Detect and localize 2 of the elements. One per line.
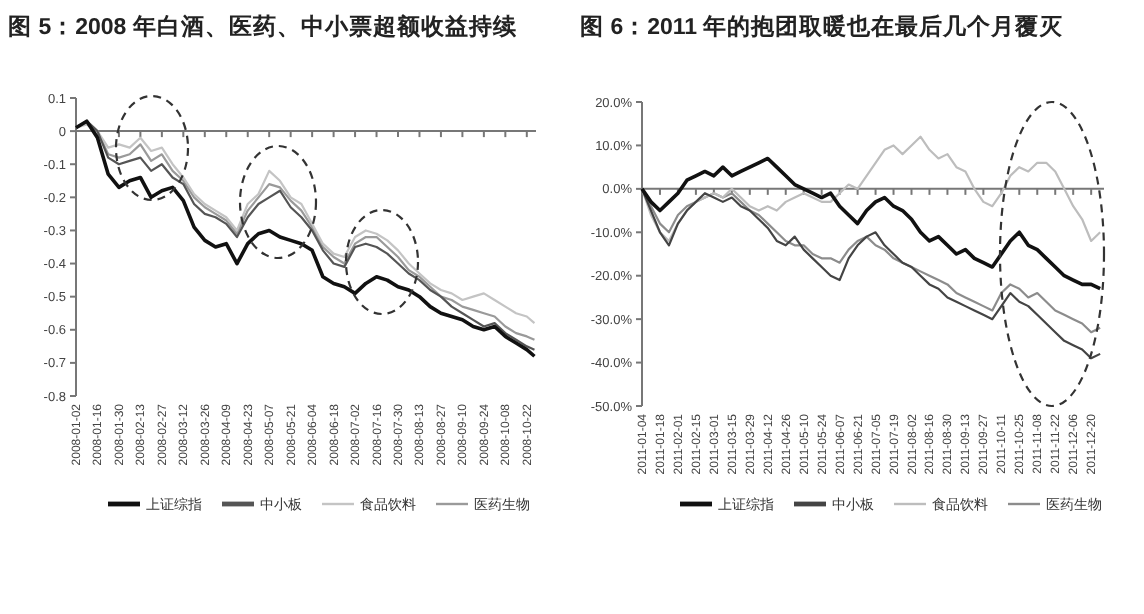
chart-title: 图 5：2008 年白酒、医药、中小票超额收益持续 <box>8 12 519 40</box>
chart-title: 图 6：2011 年的抱团取暖也在最后几个月覆灭 <box>580 12 1064 40</box>
